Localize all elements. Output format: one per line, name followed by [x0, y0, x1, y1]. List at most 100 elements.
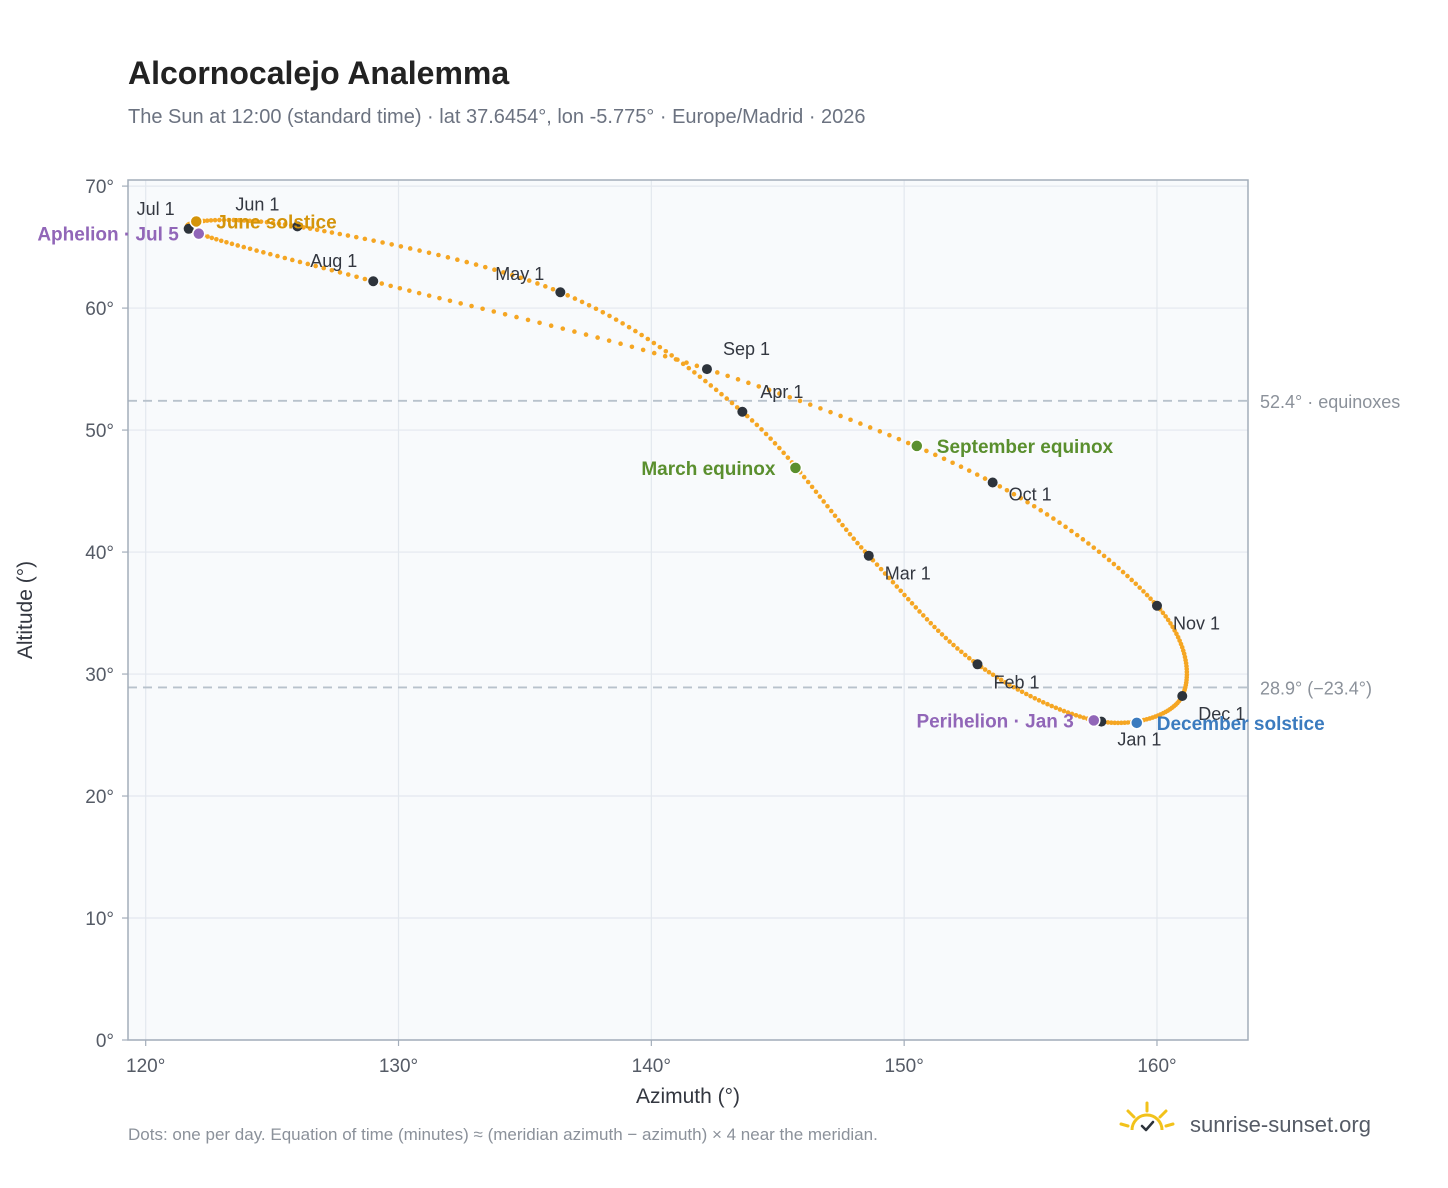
- daily-sun-dot: [458, 301, 463, 306]
- month-marker: [292, 221, 303, 232]
- daily-sun-dot: [825, 503, 830, 509]
- month-label: Apr 1: [760, 382, 803, 402]
- daily-sun-dot: [247, 246, 253, 252]
- daily-sun-dot: [935, 628, 941, 634]
- daily-sun-dot: [388, 283, 393, 289]
- daily-sun-dot: [1011, 491, 1017, 497]
- y-tick-label: 0°: [96, 1031, 114, 1052]
- daily-sun-dot: [258, 219, 264, 224]
- brand-name: sunrise-sunset.org: [1190, 1112, 1371, 1137]
- footnote: Dots: one per day. Equation of time (min…: [128, 1125, 878, 1144]
- daily-sun-dot: [1018, 495, 1024, 501]
- daily-sun-dot: [1025, 499, 1030, 505]
- daily-sun-dot: [651, 350, 657, 356]
- event-markers: June solstice Aphelion · Jul 5 March equin…: [37, 212, 1324, 734]
- daily-sun-dot: [809, 484, 815, 490]
- daily-sun-dot: [464, 259, 470, 265]
- daily-sun-dot: [797, 398, 803, 404]
- daily-sun-dot: [235, 243, 241, 248]
- daily-sun-dot: [491, 309, 497, 314]
- daily-sun-dot: [1053, 705, 1059, 711]
- daily-sun-dot: [1125, 720, 1131, 725]
- daily-sun-dot: [715, 370, 720, 375]
- daily-sun-dot: [1028, 693, 1033, 699]
- daily-sun-dot: [247, 218, 252, 224]
- daily-sun-dot: [882, 571, 888, 576]
- daily-sun-dot: [1038, 508, 1044, 513]
- event-marker: [1087, 713, 1101, 728]
- event-label: Perihelion · Jan 3: [916, 711, 1073, 732]
- daily-sun-dot: [959, 649, 964, 655]
- analemma-curve: [184, 217, 1190, 726]
- month-marker: [701, 364, 712, 375]
- daily-sun-dot: [1133, 581, 1139, 587]
- daily-sun-dot: [1004, 487, 1010, 493]
- daily-sun-dot: [1074, 532, 1080, 538]
- daily-sun-dot: [1119, 720, 1124, 726]
- y-tick-label: 50°: [85, 421, 114, 442]
- daily-sun-dot: [1069, 711, 1075, 717]
- daily-sun-dot: [1170, 624, 1175, 630]
- event-marker: [189, 214, 204, 229]
- daily-sun-dot: [264, 219, 270, 225]
- daily-sun-dot: [407, 246, 413, 251]
- daily-sun-dot: [261, 250, 266, 255]
- daily-sun-dot: [939, 632, 945, 637]
- daily-sun-dot: [847, 531, 853, 537]
- daily-sun-dot: [1019, 689, 1025, 695]
- daily-sun-dot: [1163, 614, 1168, 619]
- daily-sun-dot: [600, 310, 606, 315]
- daily-sun-dot: [204, 218, 210, 223]
- daily-sun-dot: [1061, 708, 1067, 714]
- daily-sun-dot: [924, 448, 929, 454]
- daily-sun-dot: [1148, 596, 1153, 601]
- daily-sun-dot: [1112, 720, 1117, 726]
- daily-sun-dot: [321, 265, 327, 271]
- x-tick-label: 130°: [379, 1056, 418, 1077]
- daily-sun-dot: [1057, 707, 1063, 712]
- daily-sun-dot: [560, 326, 566, 331]
- month-label: May 1: [495, 264, 544, 284]
- x-tick-label: 140°: [632, 1056, 671, 1077]
- month-marker: [368, 276, 379, 287]
- daily-sun-dot: [1144, 592, 1150, 598]
- daily-sun-dot: [275, 253, 280, 259]
- daily-sun-dot: [932, 624, 937, 630]
- daily-sun-dot: [473, 262, 479, 267]
- daily-sun-dot: [941, 456, 947, 462]
- daily-sun-dot: [229, 241, 235, 247]
- sunrise-logo-icon: [1119, 1101, 1175, 1132]
- daily-sun-dot: [218, 238, 224, 244]
- daily-sun-dot: [828, 508, 834, 514]
- daily-sun-dot: [781, 450, 786, 456]
- daily-sun-dot: [1172, 628, 1177, 633]
- daily-sun-dot: [669, 353, 674, 358]
- daily-sun-dot: [1125, 573, 1130, 579]
- daily-sun-dot: [768, 436, 773, 441]
- month-markers: Jan 1 Feb 1 Mar 1 Apr 1 May 1 Jun 1 Jul 1 Aug 1…: [137, 194, 1246, 749]
- daily-sun-dot: [958, 464, 964, 470]
- daily-sun-dot: [1032, 695, 1038, 701]
- daily-sun-dot: [231, 217, 236, 223]
- daily-sun-dot: [766, 387, 772, 393]
- daily-sun-dot: [1002, 680, 1008, 685]
- daily-sun-dot: [633, 328, 638, 334]
- daily-sun-dot: [703, 378, 708, 384]
- daily-sun-dot: [982, 667, 988, 672]
- daily-sun-dot: [725, 373, 730, 379]
- x-tick-label: 160°: [1137, 1056, 1176, 1077]
- daily-sun-dot: [807, 402, 813, 407]
- month-label: Aug 1: [310, 251, 357, 271]
- x-tick-label: 120°: [126, 1056, 165, 1077]
- event-label: Aphelion · Jul 5: [37, 225, 179, 246]
- daily-sun-dot: [1086, 541, 1091, 546]
- daily-sun-dot: [692, 370, 697, 375]
- daily-sun-dot: [1080, 537, 1086, 542]
- daily-sun-dot: [606, 338, 612, 343]
- daily-sun-dot: [905, 596, 911, 602]
- daily-sun-dot: [226, 217, 232, 223]
- daily-sun-dot: [254, 248, 259, 253]
- daily-sun-dot: [1007, 682, 1012, 688]
- month-marker: [183, 223, 194, 234]
- month-label: Jan 1: [1117, 730, 1161, 750]
